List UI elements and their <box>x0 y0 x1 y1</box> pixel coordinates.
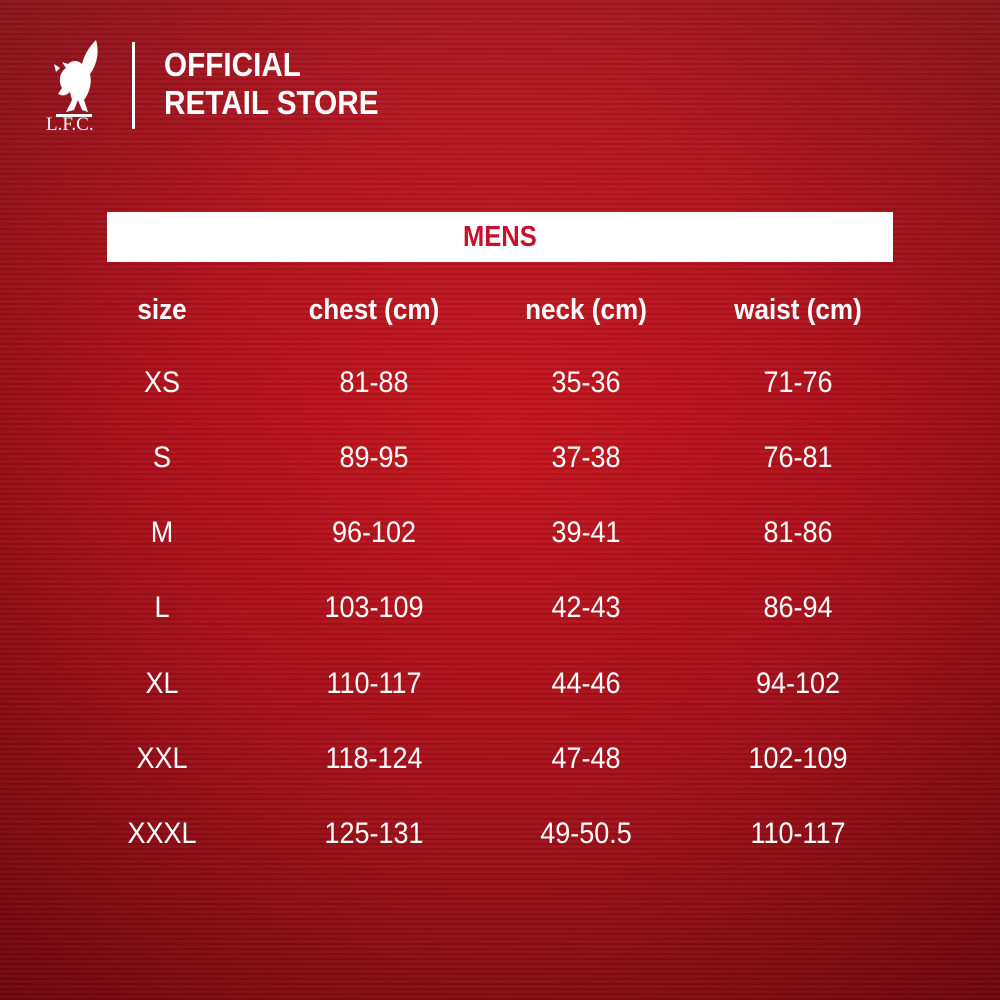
table-row: M 96-102 39-41 81-86 <box>0 516 1000 556</box>
table-cell: 94-102 <box>755 667 841 700</box>
table-cell: 86-94 <box>763 591 833 624</box>
table-row: XXXL 125-131 49-50.5 110-117 <box>0 817 1000 857</box>
table-cell: 44-46 <box>551 667 621 700</box>
table-cell: 49-50.5 <box>540 817 632 850</box>
table-row: XL 110-117 44-46 94-102 <box>0 667 1000 707</box>
table-cell: 35-36 <box>551 366 621 399</box>
table-cell: 89-95 <box>339 441 409 474</box>
table-row: L 103-109 42-43 86-94 <box>0 591 1000 631</box>
table-cell: 110-117 <box>750 817 846 850</box>
table-cell: XXL <box>136 742 188 775</box>
table-cell: 103-109 <box>324 591 424 624</box>
column-header: chest (cm) <box>308 294 440 326</box>
table-cell: 110-117 <box>326 667 422 700</box>
table-cell: 37-38 <box>551 441 621 474</box>
table-cell: S <box>152 441 171 474</box>
table-cell: 125-131 <box>324 817 424 850</box>
table-cell: XL <box>145 667 179 700</box>
header-divider <box>132 42 135 129</box>
lfc-logo-text: L.F.C. <box>46 114 94 135</box>
table-cell: XS <box>143 366 181 399</box>
store-title: OFFICIAL RETAIL STORE <box>164 46 379 122</box>
table-title-bar: MENS <box>107 212 893 262</box>
column-header: size <box>137 294 187 326</box>
store-title-line2: RETAIL STORE <box>164 84 379 121</box>
table-cell: 47-48 <box>551 742 621 775</box>
table-cell: 42-43 <box>551 591 621 624</box>
table-row: S 89-95 37-38 76-81 <box>0 441 1000 481</box>
table-cell: M <box>150 516 174 549</box>
table-cell: 71-76 <box>763 366 833 399</box>
liverbird-logo-icon <box>54 40 98 117</box>
table-row: XXL 118-124 47-48 102-109 <box>0 742 1000 782</box>
table-row: XS 81-88 35-36 71-76 <box>0 366 1000 406</box>
column-header: waist (cm) <box>734 294 862 326</box>
table-cell: 102-109 <box>748 742 848 775</box>
table-cell: L <box>154 591 170 624</box>
table-header-row: size chest (cm) neck (cm) waist (cm) <box>0 294 1000 334</box>
table-cell: 81-86 <box>763 516 833 549</box>
store-title-line1: OFFICIAL <box>164 46 301 83</box>
table-cell: 118-124 <box>325 742 423 775</box>
column-header: neck (cm) <box>525 294 647 326</box>
table-cell: XXXL <box>127 817 197 850</box>
table-cell: 81-88 <box>339 366 409 399</box>
table-cell: 96-102 <box>331 516 417 549</box>
table-title: MENS <box>463 220 537 253</box>
table-cell: 76-81 <box>763 441 833 474</box>
table-cell: 39-41 <box>551 516 621 549</box>
